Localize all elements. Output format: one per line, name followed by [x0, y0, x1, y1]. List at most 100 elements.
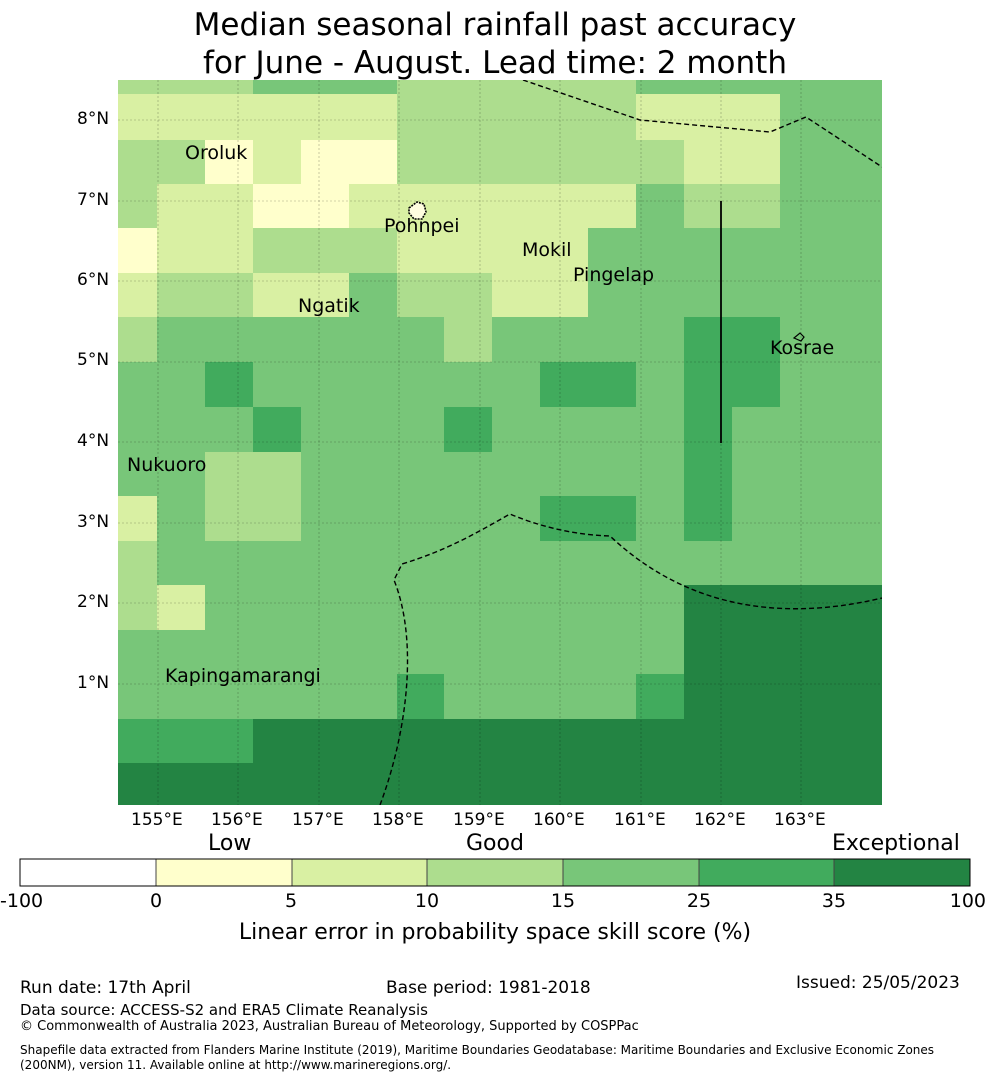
grid-cell [253, 719, 301, 763]
grid-cell [157, 630, 205, 674]
grid-cell [492, 719, 540, 763]
grid-cell [684, 228, 732, 273]
grid-cell [397, 317, 444, 362]
grid-cell [397, 452, 444, 496]
grid-cell [444, 452, 492, 496]
grid-cell [780, 273, 882, 317]
grid-cell [588, 407, 636, 452]
lat-label-3n: 3°N [77, 512, 110, 532]
grid-cell [540, 317, 588, 362]
base-period: Base period: 1981-2018 [386, 978, 591, 998]
grid-cell [732, 184, 780, 228]
grid-cell [732, 228, 780, 273]
grid-cell [492, 94, 540, 140]
grid-cell [732, 317, 780, 362]
grid-cell [118, 80, 157, 94]
grid-cell [349, 496, 397, 541]
grid-cell [780, 140, 882, 184]
place-label-oroluk: Oroluk [185, 142, 248, 164]
grid-cell [157, 228, 205, 273]
grid-cell [253, 362, 301, 407]
colorbar-tick-100: 100 [949, 890, 986, 912]
grid-cell [588, 452, 636, 496]
grid-cell [780, 585, 882, 630]
grid-cell [118, 317, 157, 362]
grid-cell [732, 273, 780, 317]
grid-cell [684, 452, 732, 496]
grid-cell [253, 273, 301, 317]
lon-label-155e: 155°E [131, 810, 183, 830]
grid-cell [118, 585, 157, 630]
grid-cell [684, 585, 732, 630]
grid-cell [492, 184, 540, 228]
grid-cell [444, 541, 492, 585]
grid-cell [205, 407, 253, 452]
grid-cell [540, 228, 588, 273]
grid-cell [118, 719, 157, 763]
grid-cell [349, 407, 397, 452]
grid-cell [540, 140, 588, 184]
grid-cell [732, 140, 780, 184]
grid-cell [636, 674, 684, 719]
grid-cell [397, 228, 444, 273]
grid-cell [540, 719, 588, 763]
grid-cell [205, 317, 253, 362]
grid-cell [732, 362, 780, 407]
colorbar-segment-4 [563, 859, 699, 886]
grid-cell [588, 140, 636, 184]
grid-cell [253, 228, 301, 273]
grid-cell [444, 763, 492, 805]
grid-cell [349, 80, 397, 94]
grid-cell [492, 452, 540, 496]
lon-label-156e: 156°E [211, 810, 263, 830]
colorbar [19, 858, 971, 887]
grid-cell [157, 674, 205, 719]
grid-cell [444, 317, 492, 362]
grid-cell [118, 184, 157, 228]
grid-cell [118, 94, 157, 140]
grid-cell [349, 140, 397, 184]
colorbar-label: Linear error in probability space skill … [238, 920, 752, 945]
grid-cell [540, 630, 588, 674]
grid-cell [732, 452, 780, 496]
grid-cell [492, 407, 540, 452]
grid-cell [684, 184, 732, 228]
grid-cell [684, 140, 732, 184]
grid-cell [205, 630, 253, 674]
eez-boundary-south [379, 513, 882, 805]
grid-cell [157, 362, 205, 407]
shapefile-credit: Shapefile data extracted from Flanders M… [20, 1043, 935, 1072]
grid-cell [444, 94, 492, 140]
grid-cell [540, 585, 588, 630]
grid-cell [301, 80, 349, 94]
colorbar-tick-15: 15 [550, 890, 576, 912]
grid-cell [397, 362, 444, 407]
colorbar-tick--100: -100 [0, 890, 44, 912]
grid-cell [205, 140, 253, 184]
grid-cell [732, 407, 780, 452]
grid-cell [349, 273, 397, 317]
grid-cell [588, 719, 636, 763]
colorbar-tick-0: 0 [149, 890, 163, 912]
grid-cell [444, 140, 492, 184]
grid-cell [588, 541, 636, 585]
grid-cell [349, 585, 397, 630]
grid-cell [157, 140, 205, 184]
grid-cell [444, 674, 492, 719]
lon-label-159e: 159°E [453, 810, 505, 830]
grid-cell [780, 452, 882, 496]
grid-cell [205, 674, 253, 719]
grid-cell [588, 94, 636, 140]
colorbar-frame [19, 858, 971, 887]
grid-cell [588, 362, 636, 407]
grid-cell [492, 674, 540, 719]
grid-cell [301, 585, 349, 630]
grid-cell [301, 496, 349, 541]
grid-cell [780, 541, 882, 585]
place-label-kapingamarangi: Kapingamarangi [165, 665, 321, 687]
grid-cell [397, 273, 444, 317]
grid-cell [301, 452, 349, 496]
grid-cell [684, 541, 732, 585]
graticule [118, 80, 882, 805]
grid-cell [780, 630, 882, 674]
